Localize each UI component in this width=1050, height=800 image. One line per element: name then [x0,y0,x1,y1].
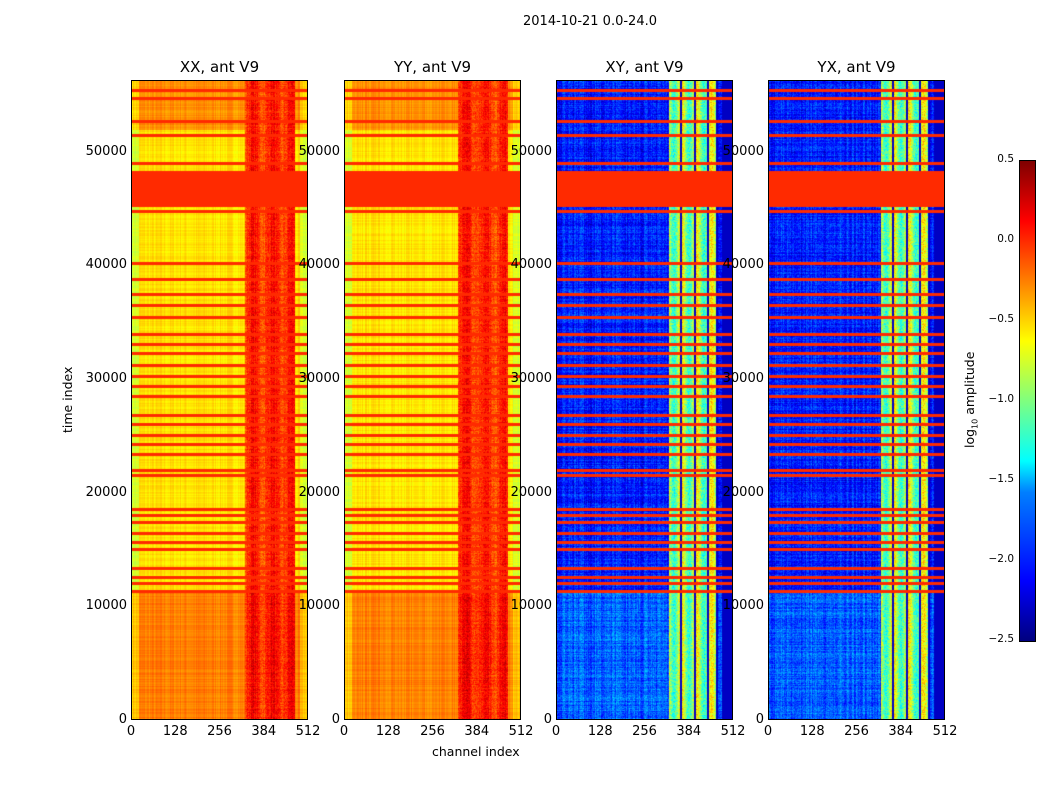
heatmap-panel-3 [556,80,733,720]
x-tick-label: 0 [126,724,136,739]
y-tick-label: 30000 [722,370,764,386]
y-tick-label: 50000 [510,143,552,159]
colorbar-tick-label: −1.5 [988,473,1015,485]
figure-title: 2014-10-21 0.0-24.0 [523,14,657,29]
y-tick-label: 40000 [722,257,764,273]
x-tick-label: 384 [888,724,914,739]
colorbar-tick-label: −1.0 [988,393,1015,405]
x-tick-label: 128 [162,724,188,739]
x-tick-label: 512 [508,724,534,739]
x-tick-label: 256 [632,724,657,739]
x-tick-label: 256 [420,724,445,739]
x-tick-label: 128 [799,724,825,739]
x-tick-label: 128 [587,724,613,739]
y-tick-label: 40000 [510,257,552,273]
colorbar-tick-label: −0.5 [988,313,1015,325]
heatmap-panel-4 [768,80,945,720]
heatmap-image [132,81,307,719]
y-tick-label: 10000 [298,598,340,614]
x-tick-label: 256 [844,724,869,739]
y-tick-label: 30000 [85,370,127,386]
y-tick-label: 0 [331,712,340,727]
x-axis-label: channel index [432,744,520,759]
heatmap-panel-2 [344,80,521,720]
x-tick-label: 0 [763,724,773,739]
y-tick-label: 50000 [85,143,127,159]
y-tick-label: 10000 [722,598,764,614]
heatmap-image [345,81,520,719]
x-tick-label: 512 [295,724,321,739]
x-tick-label: 384 [464,724,490,739]
x-tick-label: 0 [339,724,349,739]
colorbar-label: log10 amplitude [962,351,980,448]
y-tick-label: 50000 [298,143,340,159]
y-tick-label: 20000 [722,484,764,500]
x-tick-label: 384 [676,724,702,739]
x-tick-label: 256 [207,724,232,739]
y-tick-label: 0 [118,712,127,727]
y-tick-label: 40000 [85,257,127,273]
colorbar [1019,160,1036,642]
heatmap-panel-1 [131,80,308,720]
heatmap-image [769,81,944,719]
y-tick-label: 40000 [298,257,340,273]
y-tick-label: 10000 [85,598,127,614]
x-tick-label: 512 [932,724,958,739]
y-tick-label: 20000 [298,484,340,500]
panel-title: YX, ant V9 [817,58,896,76]
panel-title: XX, ant V9 [179,58,260,76]
y-tick-label: 20000 [85,484,127,500]
y-tick-label: 10000 [510,598,552,614]
y-tick-label: 0 [755,712,764,727]
panel-title: XY, ant V9 [605,58,684,76]
colorbar-tick-label: 0.0 [997,233,1014,245]
panel-title: YY, ant V9 [393,58,471,76]
colorbar-tick-label: −2.0 [988,553,1015,565]
x-tick-label: 0 [551,724,561,739]
x-tick-label: 512 [720,724,746,739]
x-tick-label: 128 [375,724,401,739]
y-axis-label: time index [60,366,75,433]
y-tick-label: 50000 [722,143,764,159]
colorbar-tick-label: −2.5 [988,633,1015,645]
colorbar-tick-label: 0.5 [997,153,1014,165]
y-tick-label: 0 [543,712,552,727]
y-tick-label: 30000 [298,370,340,386]
x-tick-label: 384 [251,724,277,739]
heatmap-image [557,81,732,719]
y-tick-label: 30000 [510,370,552,386]
y-tick-label: 20000 [510,484,552,500]
